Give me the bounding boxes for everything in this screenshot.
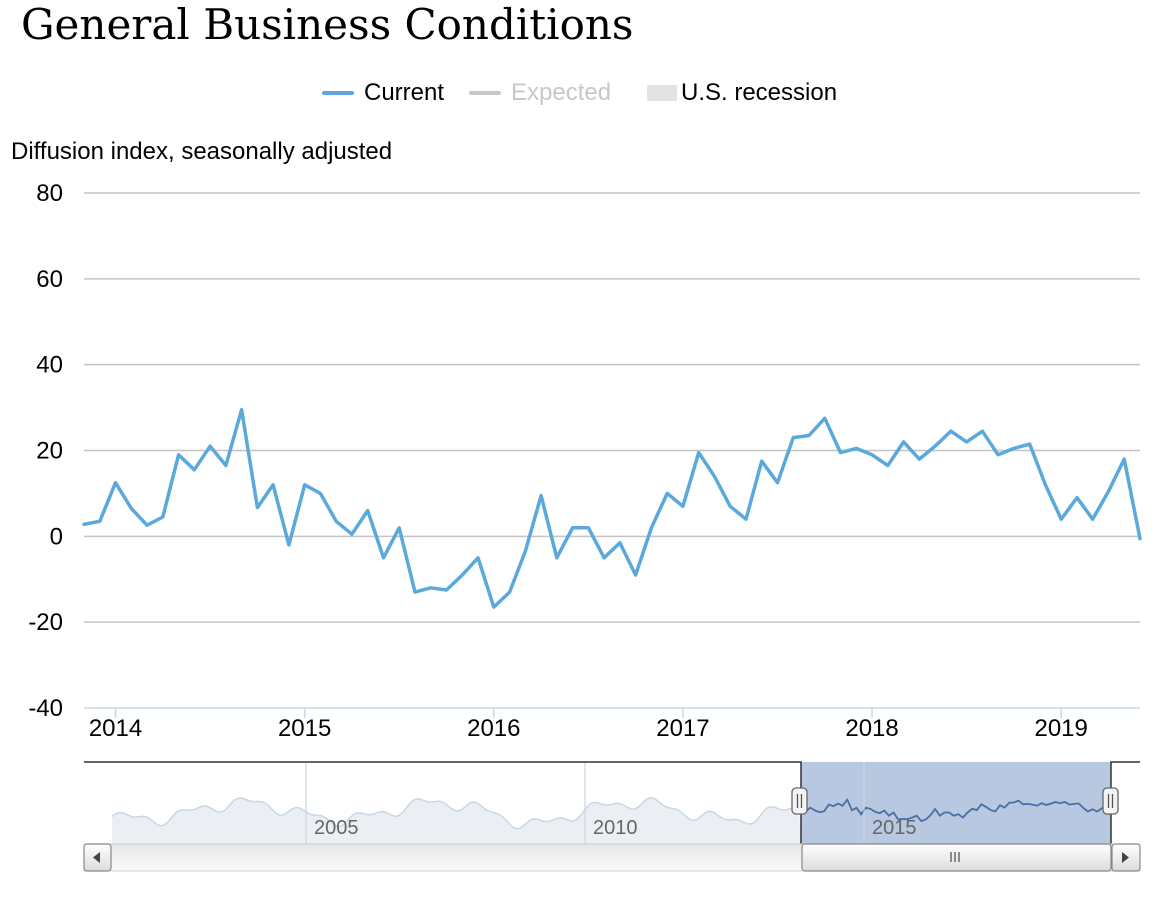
- y-tick-label: 60: [36, 266, 63, 293]
- chart-title: General Business Conditions: [21, 0, 634, 49]
- legend-swatch-expected: [469, 91, 501, 95]
- y-axis-label: Diffusion index, seasonally adjusted: [11, 138, 393, 165]
- legend-label-expected: Expected: [511, 79, 612, 106]
- y-tick-labels: -40 -20 0 20 40 60 80: [28, 180, 63, 722]
- navigator-handle-left[interactable]: [791, 787, 808, 815]
- scrollbar-left-arrow[interactable]: [83, 843, 112, 872]
- y-tick-label: 40: [36, 352, 63, 379]
- navigator-selected-line: [800, 797, 1112, 823]
- navigator-tick-label: 2005: [314, 817, 359, 839]
- scrollbar[interactable]: [83, 843, 1141, 872]
- y-tick-label: 80: [36, 180, 63, 207]
- x-tick-label: 2018: [845, 715, 898, 742]
- scrollbar-thumb[interactable]: [801, 843, 1112, 872]
- navigator-selected-range[interactable]: [801, 762, 1111, 844]
- chevron-left-icon: [93, 852, 100, 863]
- navigator-tick-label: 2015: [872, 817, 917, 839]
- y-tick-label: 0: [50, 523, 63, 550]
- y-gridlines: [84, 192, 1140, 709]
- legend-label-current: Current: [364, 79, 445, 106]
- scrollbar-right-arrow[interactable]: [1111, 843, 1141, 872]
- x-tick-label: 2017: [656, 715, 709, 742]
- x-tick-label: 2016: [467, 715, 520, 742]
- x-axis: [114, 708, 1062, 718]
- x-tick-label: 2014: [89, 715, 142, 742]
- navigator-outline: [84, 761, 1140, 844]
- legend-item-current[interactable]: Current: [322, 76, 444, 110]
- navigator-tick-label: 2010: [593, 817, 638, 839]
- legend-item-recession[interactable]: U.S. recession: [647, 76, 837, 110]
- y-tick-label: 20: [36, 438, 63, 465]
- range-navigator[interactable]: 2005 2010 2015: [84, 761, 1140, 844]
- chart-legend: Current Expected U.S. recession: [0, 76, 1160, 110]
- y-tick-label: -40: [28, 695, 63, 722]
- x-tick-label: 2015: [278, 715, 331, 742]
- navigator-area: [112, 797, 801, 844]
- y-tick-label: -20: [28, 609, 63, 636]
- x-tick-label: 2019: [1034, 715, 1087, 742]
- legend-item-expected[interactable]: Expected: [469, 76, 611, 110]
- chevron-right-icon: [1122, 852, 1129, 863]
- legend-swatch-current: [322, 91, 354, 95]
- navigator-tick-labels: 2005 2010 2015: [305, 762, 917, 844]
- navigator-handle-right[interactable]: [1102, 787, 1119, 815]
- x-tick-labels: 2014 2015 2016 2017 2018 2019: [89, 715, 1088, 742]
- navigator-line: [111, 797, 800, 830]
- series-line-current[interactable]: [82, 407, 1142, 609]
- legend-swatch-recession: [647, 85, 677, 101]
- legend-label-recession: U.S. recession: [681, 79, 838, 106]
